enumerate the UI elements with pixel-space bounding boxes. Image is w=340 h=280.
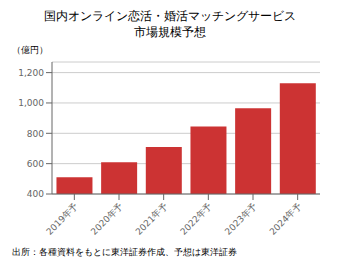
svg-text:400: 400: [27, 189, 44, 199]
svg-text:2020年予: 2020年予: [89, 201, 125, 237]
html-text:市場規模予想: 市場規模予想: [134, 25, 206, 39]
svg-text:2022年予: 2022年予: [178, 201, 214, 237]
svg-text:800: 800: [27, 129, 44, 139]
svg-text:2024年予: 2024年予: [268, 201, 304, 237]
html-text:（億円）: （億円）: [12, 45, 48, 55]
svg-text:2019年予: 2019年予: [44, 201, 80, 237]
svg-text:1,000: 1,000: [18, 98, 44, 108]
svg-text:600: 600: [27, 159, 44, 169]
svg-text:1,200: 1,200: [18, 68, 44, 78]
svg-text:2023年予: 2023年予: [223, 201, 259, 237]
html-text:国内オンライン恋活・婚活マッチングサービス: 国内オンライン恋活・婚活マッチングサービス: [44, 9, 296, 23]
svg-text:2021年予: 2021年予: [134, 201, 170, 237]
html-text:出所：各種資料をもとに東洋証券作成、予想は東洋証券: 出所：各種資料をもとに東洋証券作成、予想は東洋証券: [12, 247, 237, 257]
